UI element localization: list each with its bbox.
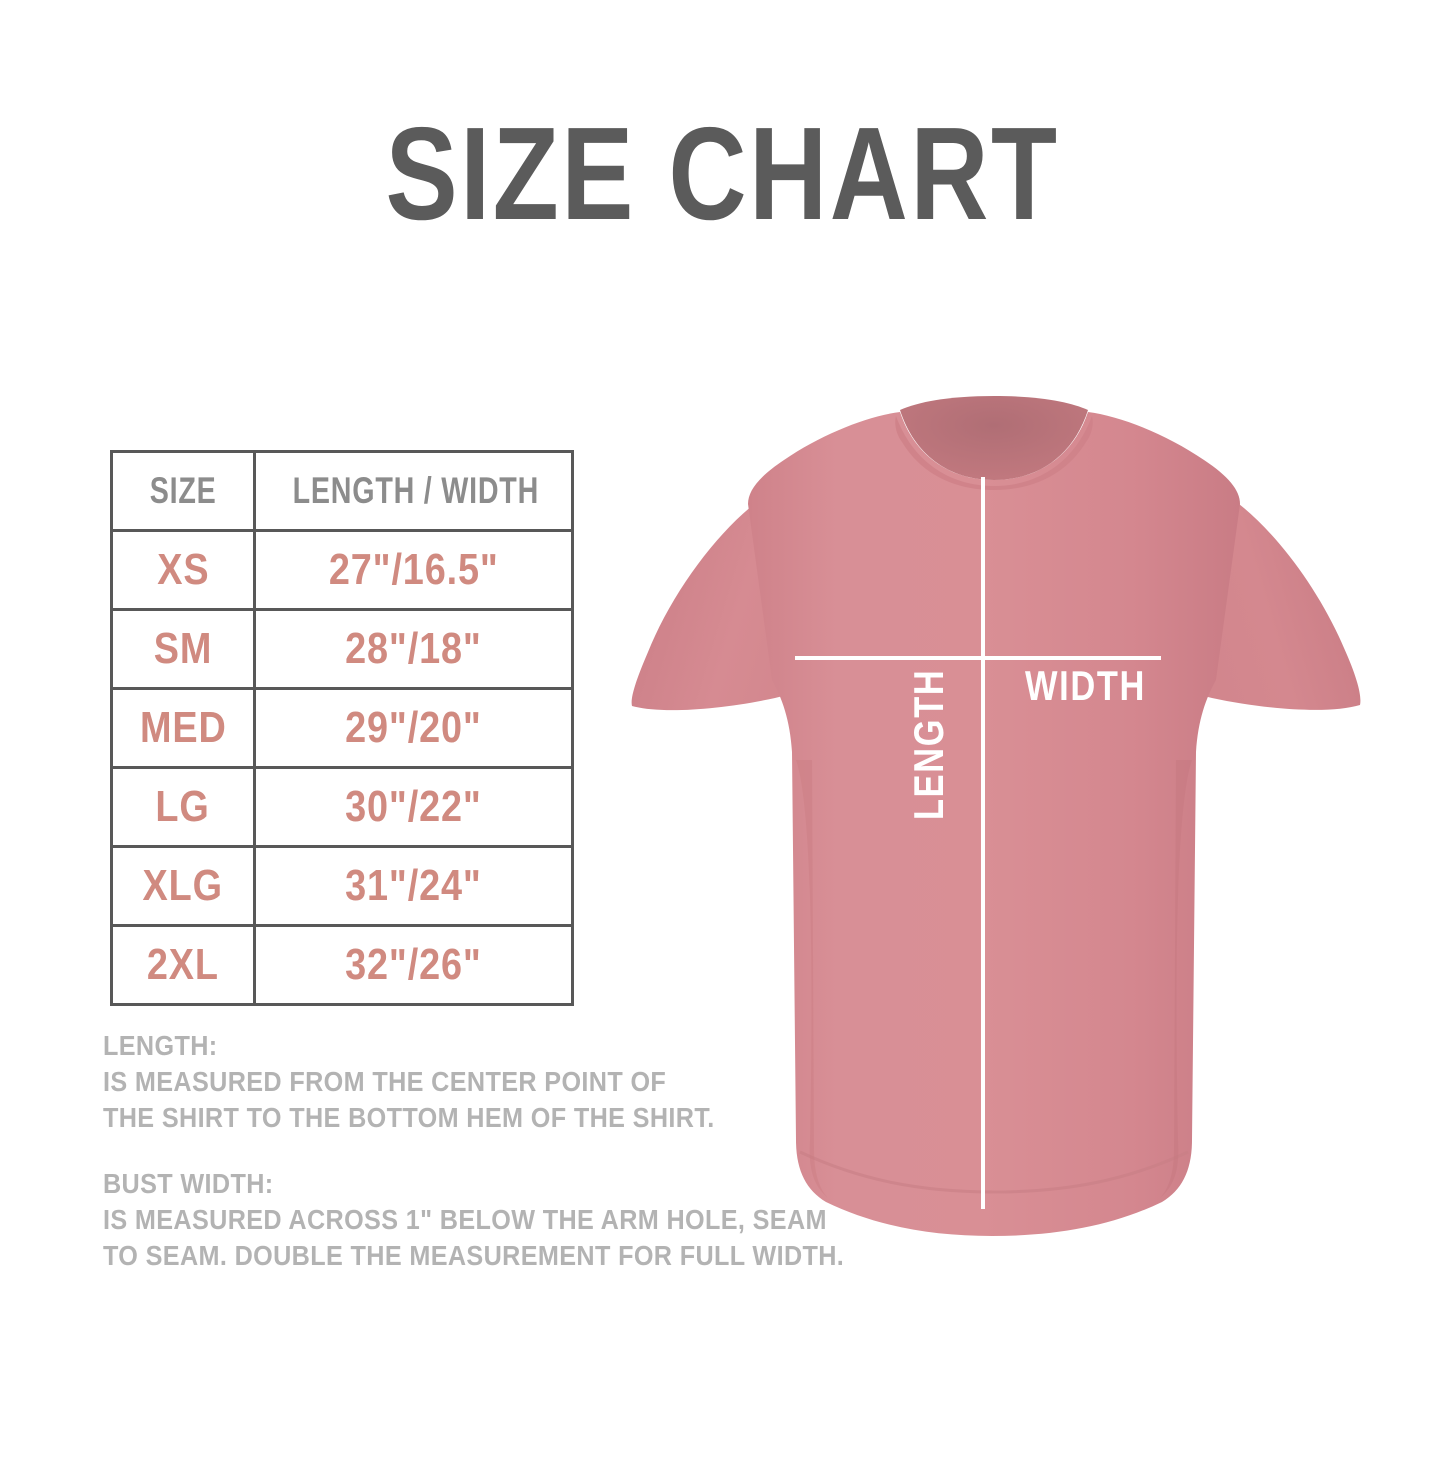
note-bust-line2: TO SEAM. DOUBLE THE MEASUREMENT FOR FULL…	[103, 1240, 845, 1271]
size-label-sm: SM	[153, 624, 213, 673]
size-table: SIZE LENGTH / WIDTH XS 27"/16.5" SM	[110, 450, 574, 1006]
table-row: 2XL 32"/26"	[110, 924, 574, 1006]
cell-size-2xl: 2XL	[110, 924, 256, 1006]
cell-size-sm: SM	[110, 608, 256, 690]
measurement-label-med: 29"/20"	[345, 703, 482, 752]
cell-size-xs: XS	[110, 529, 256, 611]
table-header-row: SIZE LENGTH / WIDTH	[112, 450, 573, 532]
table-row: MED 29"/20"	[110, 687, 574, 769]
size-label-med: MED	[139, 703, 227, 752]
length-label: LENGTH	[905, 669, 953, 820]
measurement-label-lg: 30"/22"	[345, 782, 482, 831]
measurement-label-xlg: 31"/24"	[345, 861, 482, 910]
header-measurement-label: LENGTH / WIDTH	[291, 470, 539, 511]
cell-measurement-xlg: 31"/24"	[253, 845, 574, 927]
header-cell-size: SIZE	[118, 450, 248, 532]
size-label-lg: LG	[155, 782, 211, 831]
measurement-label-2xl: 32"/26"	[345, 940, 482, 989]
tshirt-collar	[900, 396, 1088, 480]
page-title: SIZE CHART	[385, 100, 1060, 247]
cell-measurement-2xl: 32"/26"	[253, 924, 574, 1006]
tshirt-right-shading	[1160, 760, 1192, 1198]
note-length-heading: LENGTH:	[103, 1030, 218, 1061]
table-row: XLG 31"/24"	[110, 845, 574, 927]
header-size-label: SIZE	[149, 470, 217, 511]
note-length-line2: THE SHIRT TO THE BOTTOM HEM OF THE SHIRT…	[103, 1102, 715, 1133]
cell-size-med: MED	[110, 687, 256, 769]
length-label-text: LENGTH	[905, 668, 952, 820]
cell-measurement-xs: 27"/16.5"	[253, 529, 574, 611]
size-label-xs: XS	[156, 545, 210, 594]
width-label: WIDTH	[1025, 662, 1147, 709]
measurement-notes: LENGTH: IS MEASURED FROM THE CENTER POIN…	[103, 1028, 845, 1304]
measurement-label-sm: 28"/18"	[345, 624, 482, 673]
width-guide-line	[795, 656, 1161, 660]
tshirt-illustration	[600, 380, 1400, 1250]
note-length: LENGTH: IS MEASURED FROM THE CENTER POIN…	[103, 1028, 743, 1136]
length-guide-line	[981, 477, 985, 1209]
note-bust-line1: IS MEASURED ACROSS 1" BELOW THE ARM HOLE…	[103, 1204, 827, 1235]
cell-measurement-med: 29"/20"	[253, 687, 574, 769]
cell-measurement-lg: 30"/22"	[253, 766, 574, 848]
note-length-line1: IS MEASURED FROM THE CENTER POINT OF	[103, 1066, 667, 1097]
tshirt-hem-line	[799, 1150, 1189, 1194]
note-bust-width: BUST WIDTH: IS MEASURED ACROSS 1" BELOW …	[103, 1166, 845, 1274]
table-row: LG 30"/22"	[110, 766, 574, 848]
cell-measurement-sm: 28"/18"	[253, 608, 574, 690]
table-row: SM 28"/18"	[110, 608, 574, 690]
table-row: XS 27"/16.5"	[110, 529, 574, 611]
size-label-xlg: XLG	[142, 861, 224, 910]
tshirt-icon	[631, 396, 1361, 1236]
size-label-2xl: 2XL	[146, 940, 219, 989]
tshirt-body	[748, 412, 1240, 1236]
header-cell-measurement: LENGTH / WIDTH	[272, 450, 555, 532]
cell-size-xlg: XLG	[110, 845, 256, 927]
cell-size-lg: LG	[110, 766, 256, 848]
tshirt-left-shading	[796, 760, 828, 1198]
measurement-label-xs: 27"/16.5"	[328, 545, 499, 594]
note-bust-heading: BUST WIDTH:	[103, 1168, 274, 1199]
